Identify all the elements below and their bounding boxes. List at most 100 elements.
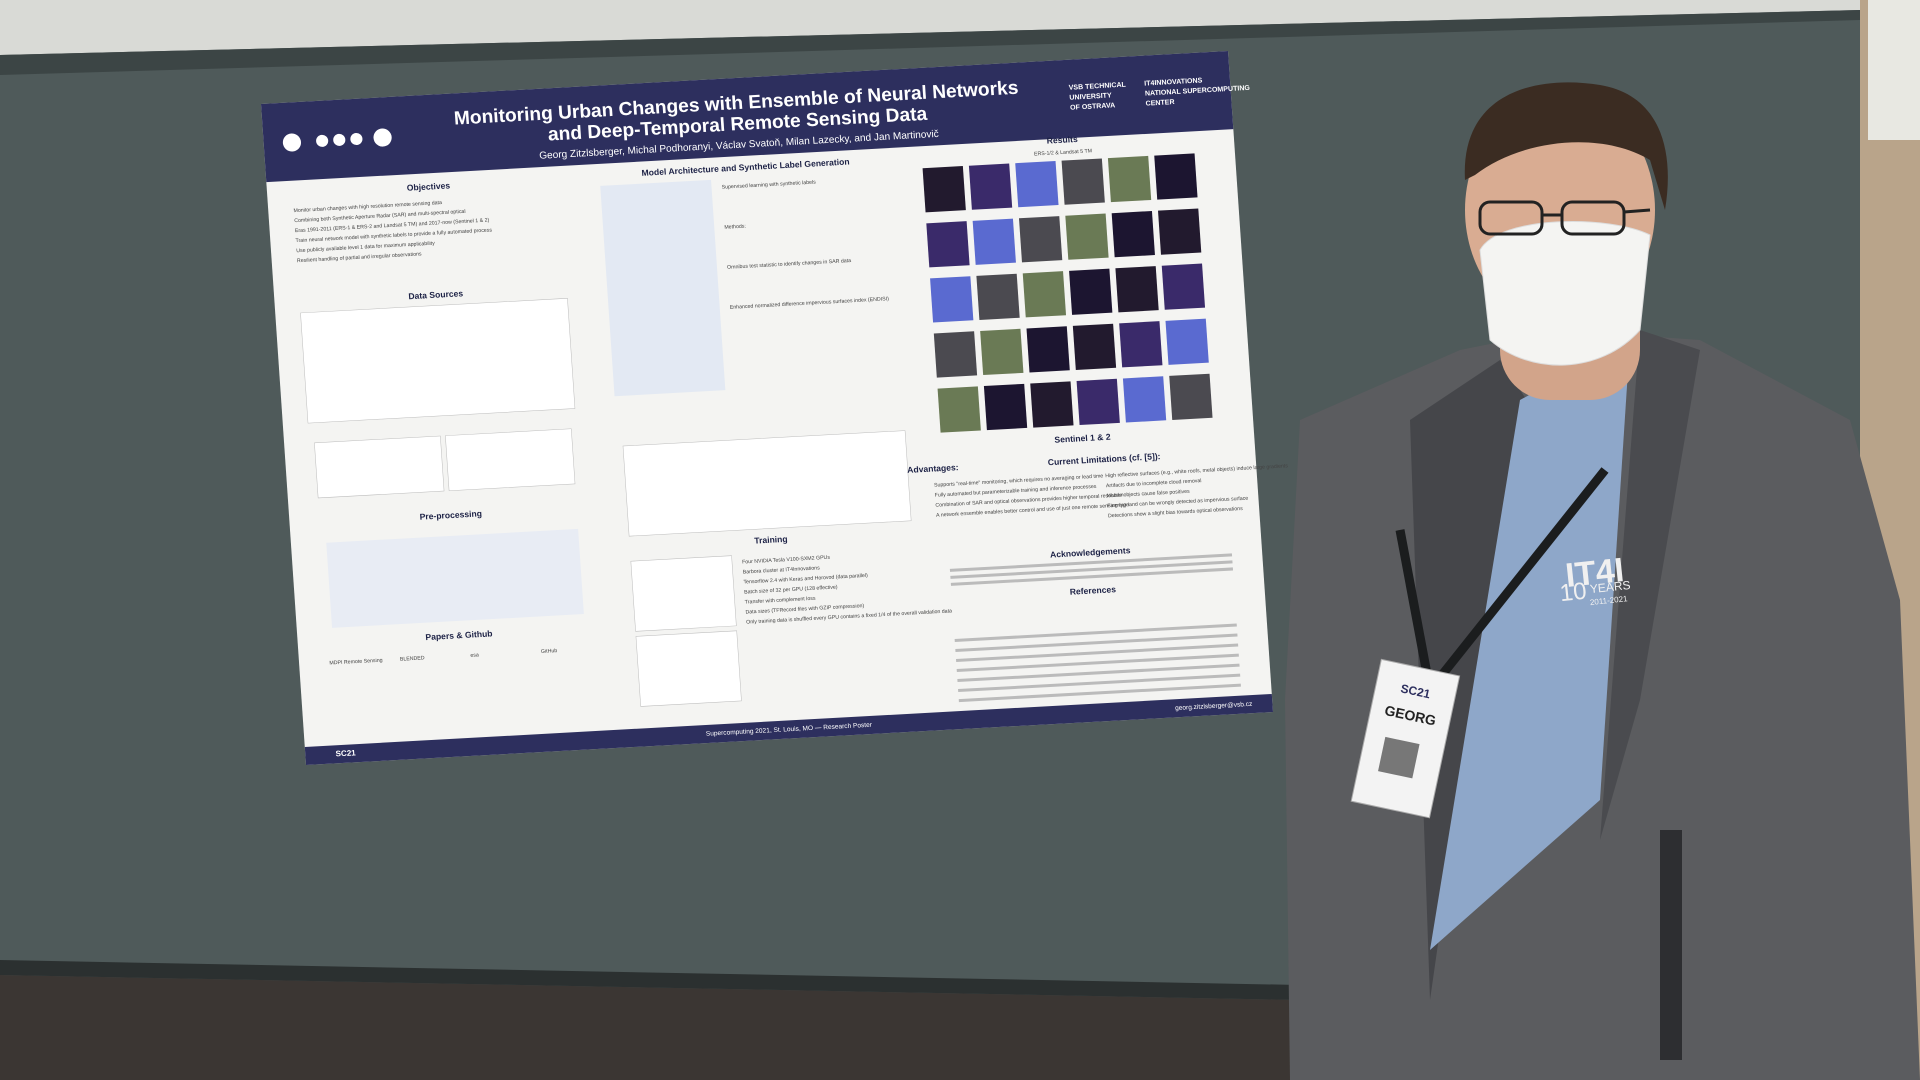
hair (1464, 82, 1668, 210)
bullet-text: Four NVIDIA Tesla V100-SXM2 GPUs (742, 555, 831, 566)
result-image (1107, 155, 1152, 203)
result-image (922, 166, 966, 213)
result-image (972, 218, 1016, 265)
text-block (955, 643, 1239, 663)
lanyard (1426, 467, 1609, 693)
carpet (0, 975, 1300, 1080)
result-image (930, 276, 974, 323)
badge-card (1350, 658, 1461, 819)
paper-link: MDPI Remote Sensing (329, 658, 383, 667)
result-image (1115, 266, 1159, 313)
result-image (976, 273, 1020, 320)
logo-text: OF OSTRAVA (1070, 102, 1116, 111)
preprocessing-figure (326, 528, 584, 628)
result-image (1026, 326, 1070, 373)
result-image (1157, 208, 1202, 255)
result-image (1161, 263, 1206, 310)
section-heading: Papers & Github (425, 628, 493, 642)
person: SC21 GEORG IT4I 10 YEARS 2011-2021 (1285, 82, 1920, 1080)
result-image (1065, 213, 1109, 260)
section-heading: Results (1046, 134, 1078, 146)
bullet-text: Barbora cluster at IT4Innovations (743, 565, 821, 575)
ceiling-strip (0, 0, 1880, 55)
footer-conference: SC21 (335, 748, 356, 758)
jacket-years-number: 10 (1558, 578, 1587, 608)
logo-text: UNIVERSITY (1069, 92, 1112, 101)
result-image (1015, 160, 1059, 208)
result-image (1022, 271, 1067, 318)
logo-text: CENTER (1145, 99, 1174, 108)
training-plot (635, 630, 742, 707)
section-heading: Acknowledgements (1050, 545, 1131, 559)
jacket-pocket (1660, 830, 1682, 1060)
result-image (1122, 376, 1167, 423)
badge-event: SC21 (1399, 681, 1432, 701)
jacket-years-range: 2011-2021 (1589, 594, 1628, 607)
plot (445, 428, 576, 492)
text-block (954, 623, 1237, 642)
result-image (1072, 323, 1117, 370)
bullet-text: Methods: (724, 224, 746, 231)
results-subheading: Sentinel 1 & 2 (1054, 432, 1111, 445)
badge-qr (1378, 736, 1420, 779)
jacket-lapel (1600, 330, 1700, 840)
result-image (1119, 321, 1163, 368)
face-mask (1479, 220, 1651, 366)
result-image (937, 386, 981, 433)
badge: SC21 GEORG (1350, 658, 1461, 819)
shirt (1430, 340, 1630, 950)
text-block (950, 560, 1233, 579)
architecture-figure (600, 179, 726, 397)
glasses (1478, 200, 1651, 236)
result-image (1165, 318, 1209, 365)
text-block (958, 683, 1241, 703)
logo-text: IT4INNOVATIONS (1144, 77, 1203, 87)
poster-content: ERS-1/2 & Landsat 5 TM Sentinel 1 & 2 Obj… (293, 134, 1289, 707)
text-block (958, 673, 1241, 693)
bullet-text: Mobile objects cause false positives (1106, 489, 1190, 500)
text-block (956, 653, 1239, 673)
training-plot (630, 555, 737, 632)
footer-email: georg.zitzlsberger@vsb.cz (1175, 701, 1253, 712)
bullet-text: Transfer with complement loss (745, 596, 816, 606)
result-image (1154, 153, 1198, 200)
section-heading: Training (754, 534, 788, 546)
section-heading: Advantages: (907, 462, 959, 475)
bullet-text: Batch size of 32 per GPU (128 effective) (744, 584, 838, 595)
result-image (926, 221, 970, 268)
result-image (983, 383, 1028, 431)
paper-link: BLENDED (400, 655, 425, 662)
background-window (1868, 0, 1920, 140)
section-heading: Data Sources (408, 288, 464, 301)
paper-link: GitHub (541, 648, 558, 655)
bullet-text: Supervised learning with synthetic label… (721, 180, 816, 191)
board-base (0, 960, 1300, 1000)
result-image (1018, 216, 1063, 263)
poster: Monitoring Urban Changes with Ensemble o… (261, 51, 1289, 765)
result-image (1076, 378, 1120, 426)
section-heading: References (1069, 584, 1116, 596)
data-table (300, 298, 576, 424)
result-image (1061, 158, 1105, 205)
text-block (949, 553, 1233, 572)
text-block (955, 633, 1238, 652)
result-image (968, 163, 1013, 210)
result-image (980, 328, 1024, 376)
header-icons (282, 128, 392, 152)
poster-header (261, 51, 1234, 183)
board-frame (0, 10, 1860, 75)
section-heading: Objectives (406, 180, 450, 192)
poster-footer (304, 693, 1274, 765)
bullet-text: Artifacts due to incomplete cloud remova… (1106, 478, 1202, 489)
result-image (1030, 381, 1074, 428)
results-subheading: ERS-1/2 & Landsat 5 TM (1034, 148, 1092, 157)
results-figure: ERS-1/2 & Landsat 5 TM Sentinel 1 & 2 (922, 148, 1213, 445)
jacket-logo: IT4I (1564, 551, 1626, 595)
lanyard (1395, 529, 1435, 691)
text-block (957, 663, 1240, 683)
result-image (1069, 268, 1113, 315)
result-image (1169, 373, 1213, 420)
section-heading: Pre-processing (419, 508, 482, 521)
